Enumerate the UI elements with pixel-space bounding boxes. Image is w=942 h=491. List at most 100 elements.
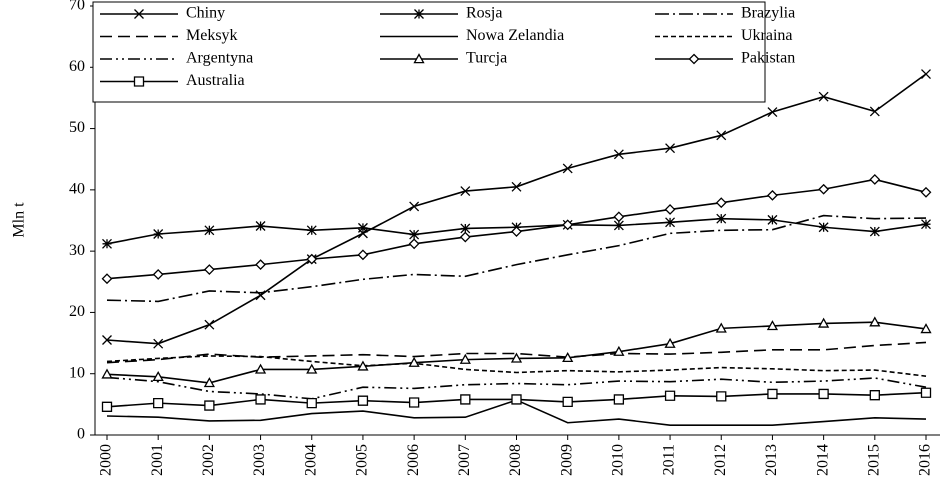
series-line xyxy=(106,355,927,377)
y-tick-label: 0 xyxy=(77,426,85,443)
marker xyxy=(152,269,164,280)
marker xyxy=(460,186,471,197)
marker xyxy=(562,396,573,408)
x-tick-label: 2001 xyxy=(149,444,166,476)
x-tick-label: 2015 xyxy=(865,444,882,476)
marker xyxy=(921,219,931,230)
marker xyxy=(665,217,676,228)
marker xyxy=(409,201,420,212)
marker xyxy=(818,222,829,233)
marker xyxy=(562,351,574,363)
marker xyxy=(920,323,932,334)
marker xyxy=(767,189,778,201)
marker xyxy=(152,370,164,382)
y-tick-label: 10 xyxy=(69,364,85,381)
series-line xyxy=(106,214,927,303)
legend-label: Nowa Zelandia xyxy=(466,27,564,44)
marker xyxy=(306,225,317,236)
x-tick-label: 2005 xyxy=(354,444,371,476)
y-tick-label: 60 xyxy=(69,58,85,75)
x-tick-label: 2008 xyxy=(507,444,524,476)
marker xyxy=(102,238,112,249)
marker xyxy=(664,337,676,348)
marker xyxy=(715,197,727,209)
marker xyxy=(153,229,164,239)
x-tick-label: 2000 xyxy=(98,444,115,476)
marker xyxy=(869,226,880,237)
marker xyxy=(613,149,624,160)
marker xyxy=(203,264,215,275)
marker xyxy=(408,356,420,367)
legend-label: Meksyk xyxy=(186,27,238,44)
x-tick-label: 2007 xyxy=(456,444,473,476)
legend-marker xyxy=(688,53,700,65)
marker xyxy=(818,388,829,400)
legend-label: Brazylia xyxy=(741,5,795,22)
marker xyxy=(408,238,420,250)
y-tick-label: 40 xyxy=(69,181,85,198)
x-tick-label: 2004 xyxy=(302,444,319,476)
marker xyxy=(766,320,779,331)
marker xyxy=(664,204,676,215)
marker xyxy=(869,316,881,327)
marker xyxy=(613,345,625,356)
marker xyxy=(716,391,727,402)
marker xyxy=(767,107,778,117)
marker xyxy=(204,319,215,330)
legend-marker xyxy=(414,9,424,19)
marker xyxy=(562,163,573,174)
marker xyxy=(511,226,522,237)
legend-marker-shape xyxy=(134,9,144,19)
y-axis-label: Mln t xyxy=(11,202,28,238)
marker xyxy=(920,186,932,198)
legend-marker xyxy=(134,9,144,19)
marker xyxy=(306,397,317,409)
x-tick-label: 2010 xyxy=(610,444,627,476)
legend-label: Argentyna xyxy=(186,50,253,67)
legend-marker-shape xyxy=(413,53,425,64)
legend-label: Pakistan xyxy=(741,50,795,67)
x-tick-label: 2006 xyxy=(405,444,422,476)
marker xyxy=(511,181,522,192)
marker xyxy=(357,360,369,371)
legend-label: Chiny xyxy=(186,5,225,22)
marker xyxy=(204,225,215,236)
legend-label: Rosja xyxy=(466,5,502,22)
y-tick-label: 20 xyxy=(69,303,85,320)
marker xyxy=(306,363,318,374)
x-tick-label: 2013 xyxy=(763,444,780,476)
legend-label: Australia xyxy=(186,72,245,89)
x-tick-label: 2016 xyxy=(917,444,934,476)
marker xyxy=(101,273,113,285)
x-tick-label: 2009 xyxy=(558,444,575,476)
marker xyxy=(613,211,625,223)
marker xyxy=(101,368,113,379)
marker xyxy=(459,231,471,243)
marker xyxy=(255,259,266,271)
marker xyxy=(767,214,778,225)
marker xyxy=(869,390,880,401)
legend-marker-shape xyxy=(414,9,424,19)
marker xyxy=(460,394,471,405)
x-tick-label: 2003 xyxy=(251,444,268,476)
marker xyxy=(101,401,113,412)
marker xyxy=(869,174,881,185)
marker xyxy=(357,222,368,233)
x-tick-label: 2002 xyxy=(200,444,217,476)
legend-marker-shape xyxy=(133,76,145,87)
marker xyxy=(255,221,266,231)
marker xyxy=(510,352,523,363)
legend-marker xyxy=(413,53,425,64)
y-tick-label: 30 xyxy=(69,242,85,259)
marker xyxy=(613,220,624,231)
marker xyxy=(102,335,112,345)
marker xyxy=(869,106,880,117)
marker xyxy=(818,91,829,102)
marker xyxy=(408,397,420,408)
marker xyxy=(409,229,420,240)
legend-label: Turcja xyxy=(466,50,507,67)
marker xyxy=(254,363,267,374)
y-tick-label: 70 xyxy=(69,0,85,14)
legend-box xyxy=(92,1,766,103)
